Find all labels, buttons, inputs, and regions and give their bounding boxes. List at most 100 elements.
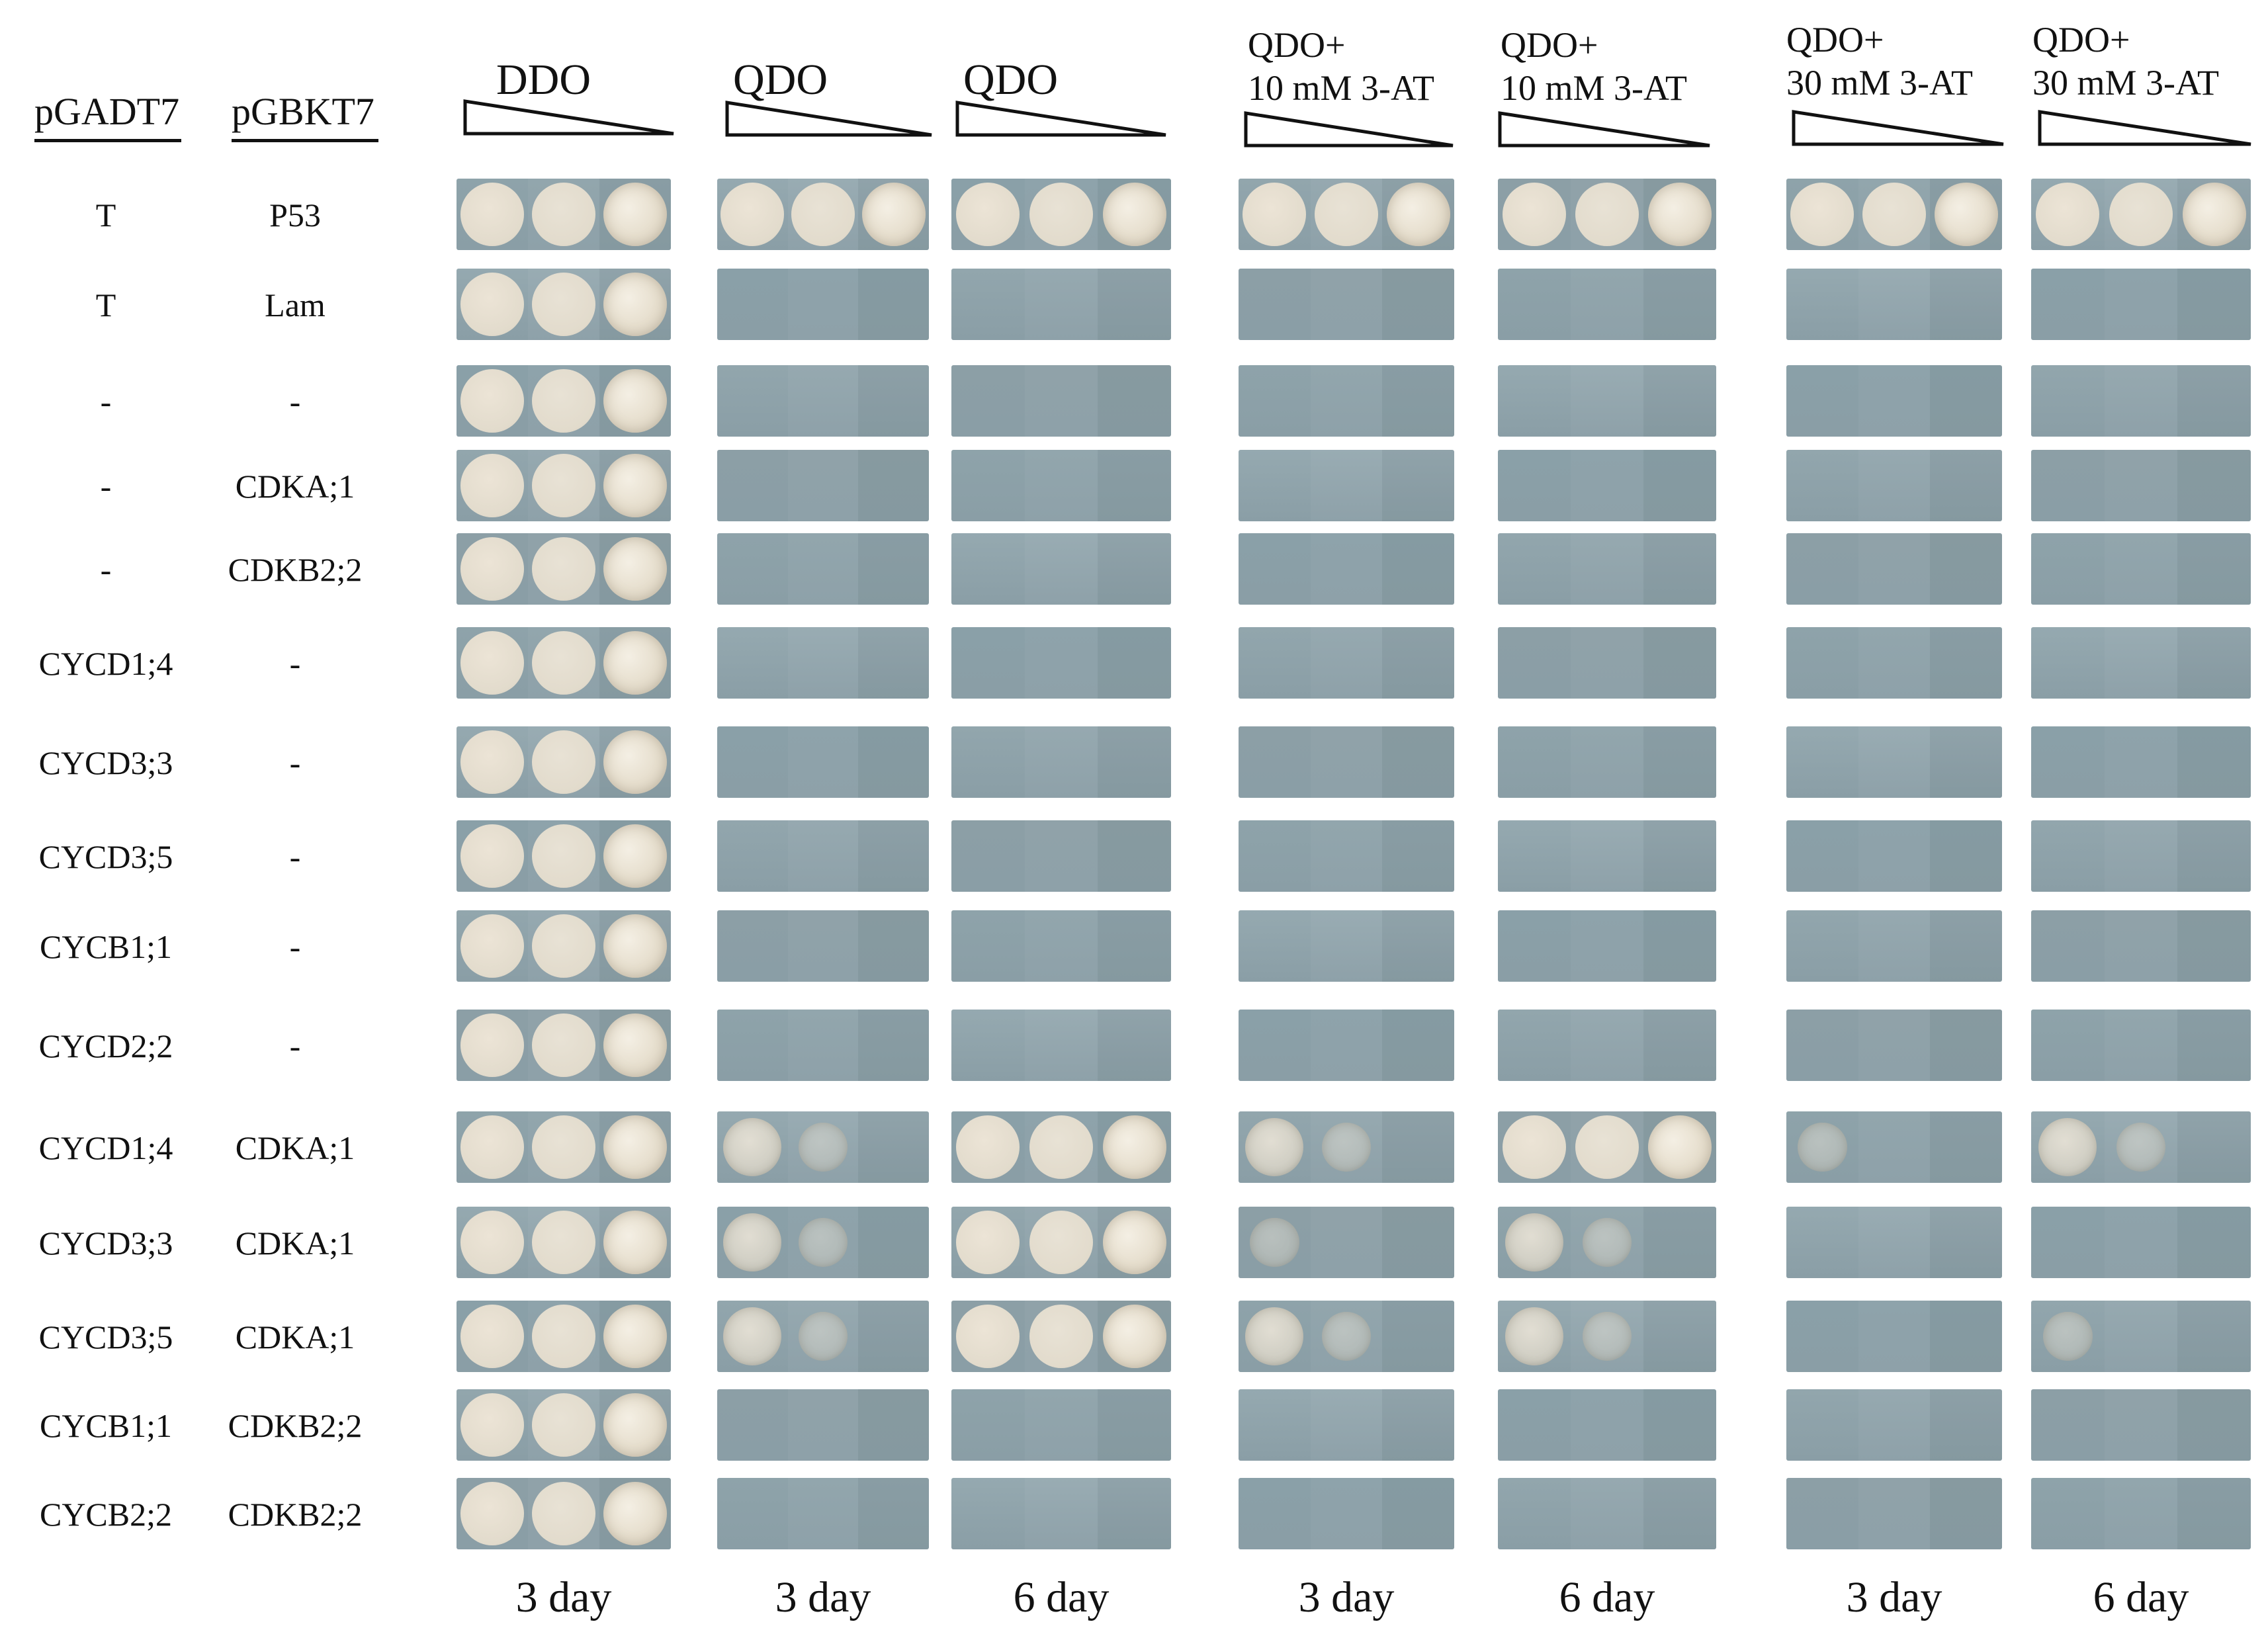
dilution-segment <box>1024 269 1098 340</box>
dilution-segment <box>2031 726 2105 798</box>
dilution-segment <box>1310 726 1383 798</box>
yeast-colony-spot <box>532 183 595 246</box>
yeast-colony-spot <box>1029 1305 1093 1368</box>
yeast-colony-spot <box>603 730 667 794</box>
dilution-segment <box>1930 627 2002 699</box>
dilution-segment <box>1498 1010 1571 1081</box>
plate-panel <box>1239 1111 1454 1183</box>
plate-panel <box>2031 269 2251 340</box>
yeast-colony-spot <box>460 1305 524 1368</box>
yeast-colony-spot <box>460 631 524 695</box>
dilution-segment <box>1310 820 1383 892</box>
dilution-segment <box>1098 627 1171 699</box>
yeast-colony-spot <box>861 183 926 246</box>
dilution-segment <box>1858 1207 1931 1278</box>
yeast-colony-spot <box>1797 1122 1847 1172</box>
plate-panel <box>1239 450 1454 521</box>
dilution-segment <box>1498 726 1571 798</box>
dilution-segment <box>1786 1478 1858 1549</box>
dilution-wedge <box>1498 111 1710 148</box>
dilution-segment <box>717 533 788 605</box>
dilution-segment <box>1571 450 1643 521</box>
dilution-segment <box>1310 1010 1383 1081</box>
pgbkt7-construct-label: - <box>289 744 301 781</box>
yeast-colony-spot <box>1245 1117 1304 1177</box>
dilution-segment <box>1098 1478 1171 1549</box>
dilution-segment <box>2104 820 2178 892</box>
plate-panel <box>1786 1301 2002 1372</box>
plate-panel <box>1498 450 1716 521</box>
yeast-colony-spot <box>460 369 524 433</box>
yeast-colony-spot <box>460 1482 524 1545</box>
yeast-colony-spot <box>603 454 667 517</box>
dilution-segment <box>2031 820 2105 892</box>
plate-panel <box>2031 1111 2251 1183</box>
dilution-segment <box>787 533 859 605</box>
plate-panel <box>2031 820 2251 892</box>
yeast-colony-spot <box>532 1393 595 1457</box>
plate-panel <box>1498 1111 1716 1183</box>
yeast-colony-spot <box>532 1305 595 1368</box>
dilution-segment <box>1382 1301 1454 1372</box>
yeast-colony-spot <box>460 730 524 794</box>
yeast-colony-spot <box>603 914 667 978</box>
plate-panel <box>717 1010 929 1081</box>
dilution-segment <box>1643 726 1716 798</box>
plate-panel <box>2031 1207 2251 1278</box>
dilution-segment <box>1382 910 1454 982</box>
plate-panel <box>951 269 1171 340</box>
dilution-segment <box>1098 910 1171 982</box>
dilution-segment <box>1930 269 2002 340</box>
yeast-colony-spot <box>1245 1307 1304 1366</box>
plate-panel <box>951 450 1171 521</box>
plate-panel <box>717 1207 929 1278</box>
yeast-colony-spot <box>723 1307 782 1366</box>
yeast-colony-spot <box>1321 1311 1372 1361</box>
dilution-segment <box>1098 726 1171 798</box>
yeast-colony-spot <box>2182 183 2246 246</box>
dilution-segment <box>2177 533 2251 605</box>
plate-panel <box>1239 1389 1454 1461</box>
plate-panel <box>1498 1478 1716 1549</box>
dilution-segment <box>1930 1207 2002 1278</box>
yeast-colony-spot <box>603 631 667 695</box>
dilution-segment <box>1643 820 1716 892</box>
dilution-segment <box>951 450 1025 521</box>
dilution-segment <box>951 1478 1025 1549</box>
yeast-colony-spot <box>956 183 1020 246</box>
pgadt7-construct-label: CYCD3;5 <box>38 838 173 875</box>
yeast-colony-spot <box>460 1211 524 1274</box>
dilution-segment <box>858 627 929 699</box>
dilution-segment <box>1498 450 1571 521</box>
plate-panel <box>717 627 929 699</box>
dilution-wedge-shape <box>2038 110 2251 146</box>
dilution-segment <box>1382 820 1454 892</box>
column-title-line1: DDO <box>496 56 591 104</box>
dilution-segment <box>2031 1010 2105 1081</box>
yeast-colony-spot <box>532 454 595 517</box>
dilution-segment <box>951 910 1025 982</box>
dilution-wedge-shape <box>955 101 1166 137</box>
yeast-colony-spot <box>1505 1307 1564 1366</box>
plate-panel <box>951 1389 1171 1461</box>
dilution-segment <box>787 1111 859 1183</box>
plate-panel <box>1498 533 1716 605</box>
dilution-segment <box>1498 1389 1571 1461</box>
plate-panel <box>717 269 929 340</box>
dilution-segment <box>858 910 929 982</box>
dilution-segment <box>1858 269 1931 340</box>
yeast-colony-spot <box>460 454 524 517</box>
dilution-segment <box>951 533 1025 605</box>
dilution-wedge <box>1792 110 2004 146</box>
dilution-segment <box>858 1207 929 1278</box>
dilution-segment <box>2031 1389 2105 1461</box>
dilution-segment <box>1310 1111 1383 1183</box>
dilution-segment <box>1098 1010 1171 1081</box>
dilution-segment <box>1310 1478 1383 1549</box>
dilution-segment <box>1024 910 1098 982</box>
dilution-segment <box>787 365 859 437</box>
dilution-segment <box>858 1111 929 1183</box>
dilution-segment <box>1786 627 1858 699</box>
dilution-segment <box>1786 910 1858 982</box>
dilution-segment <box>2031 1478 2105 1549</box>
